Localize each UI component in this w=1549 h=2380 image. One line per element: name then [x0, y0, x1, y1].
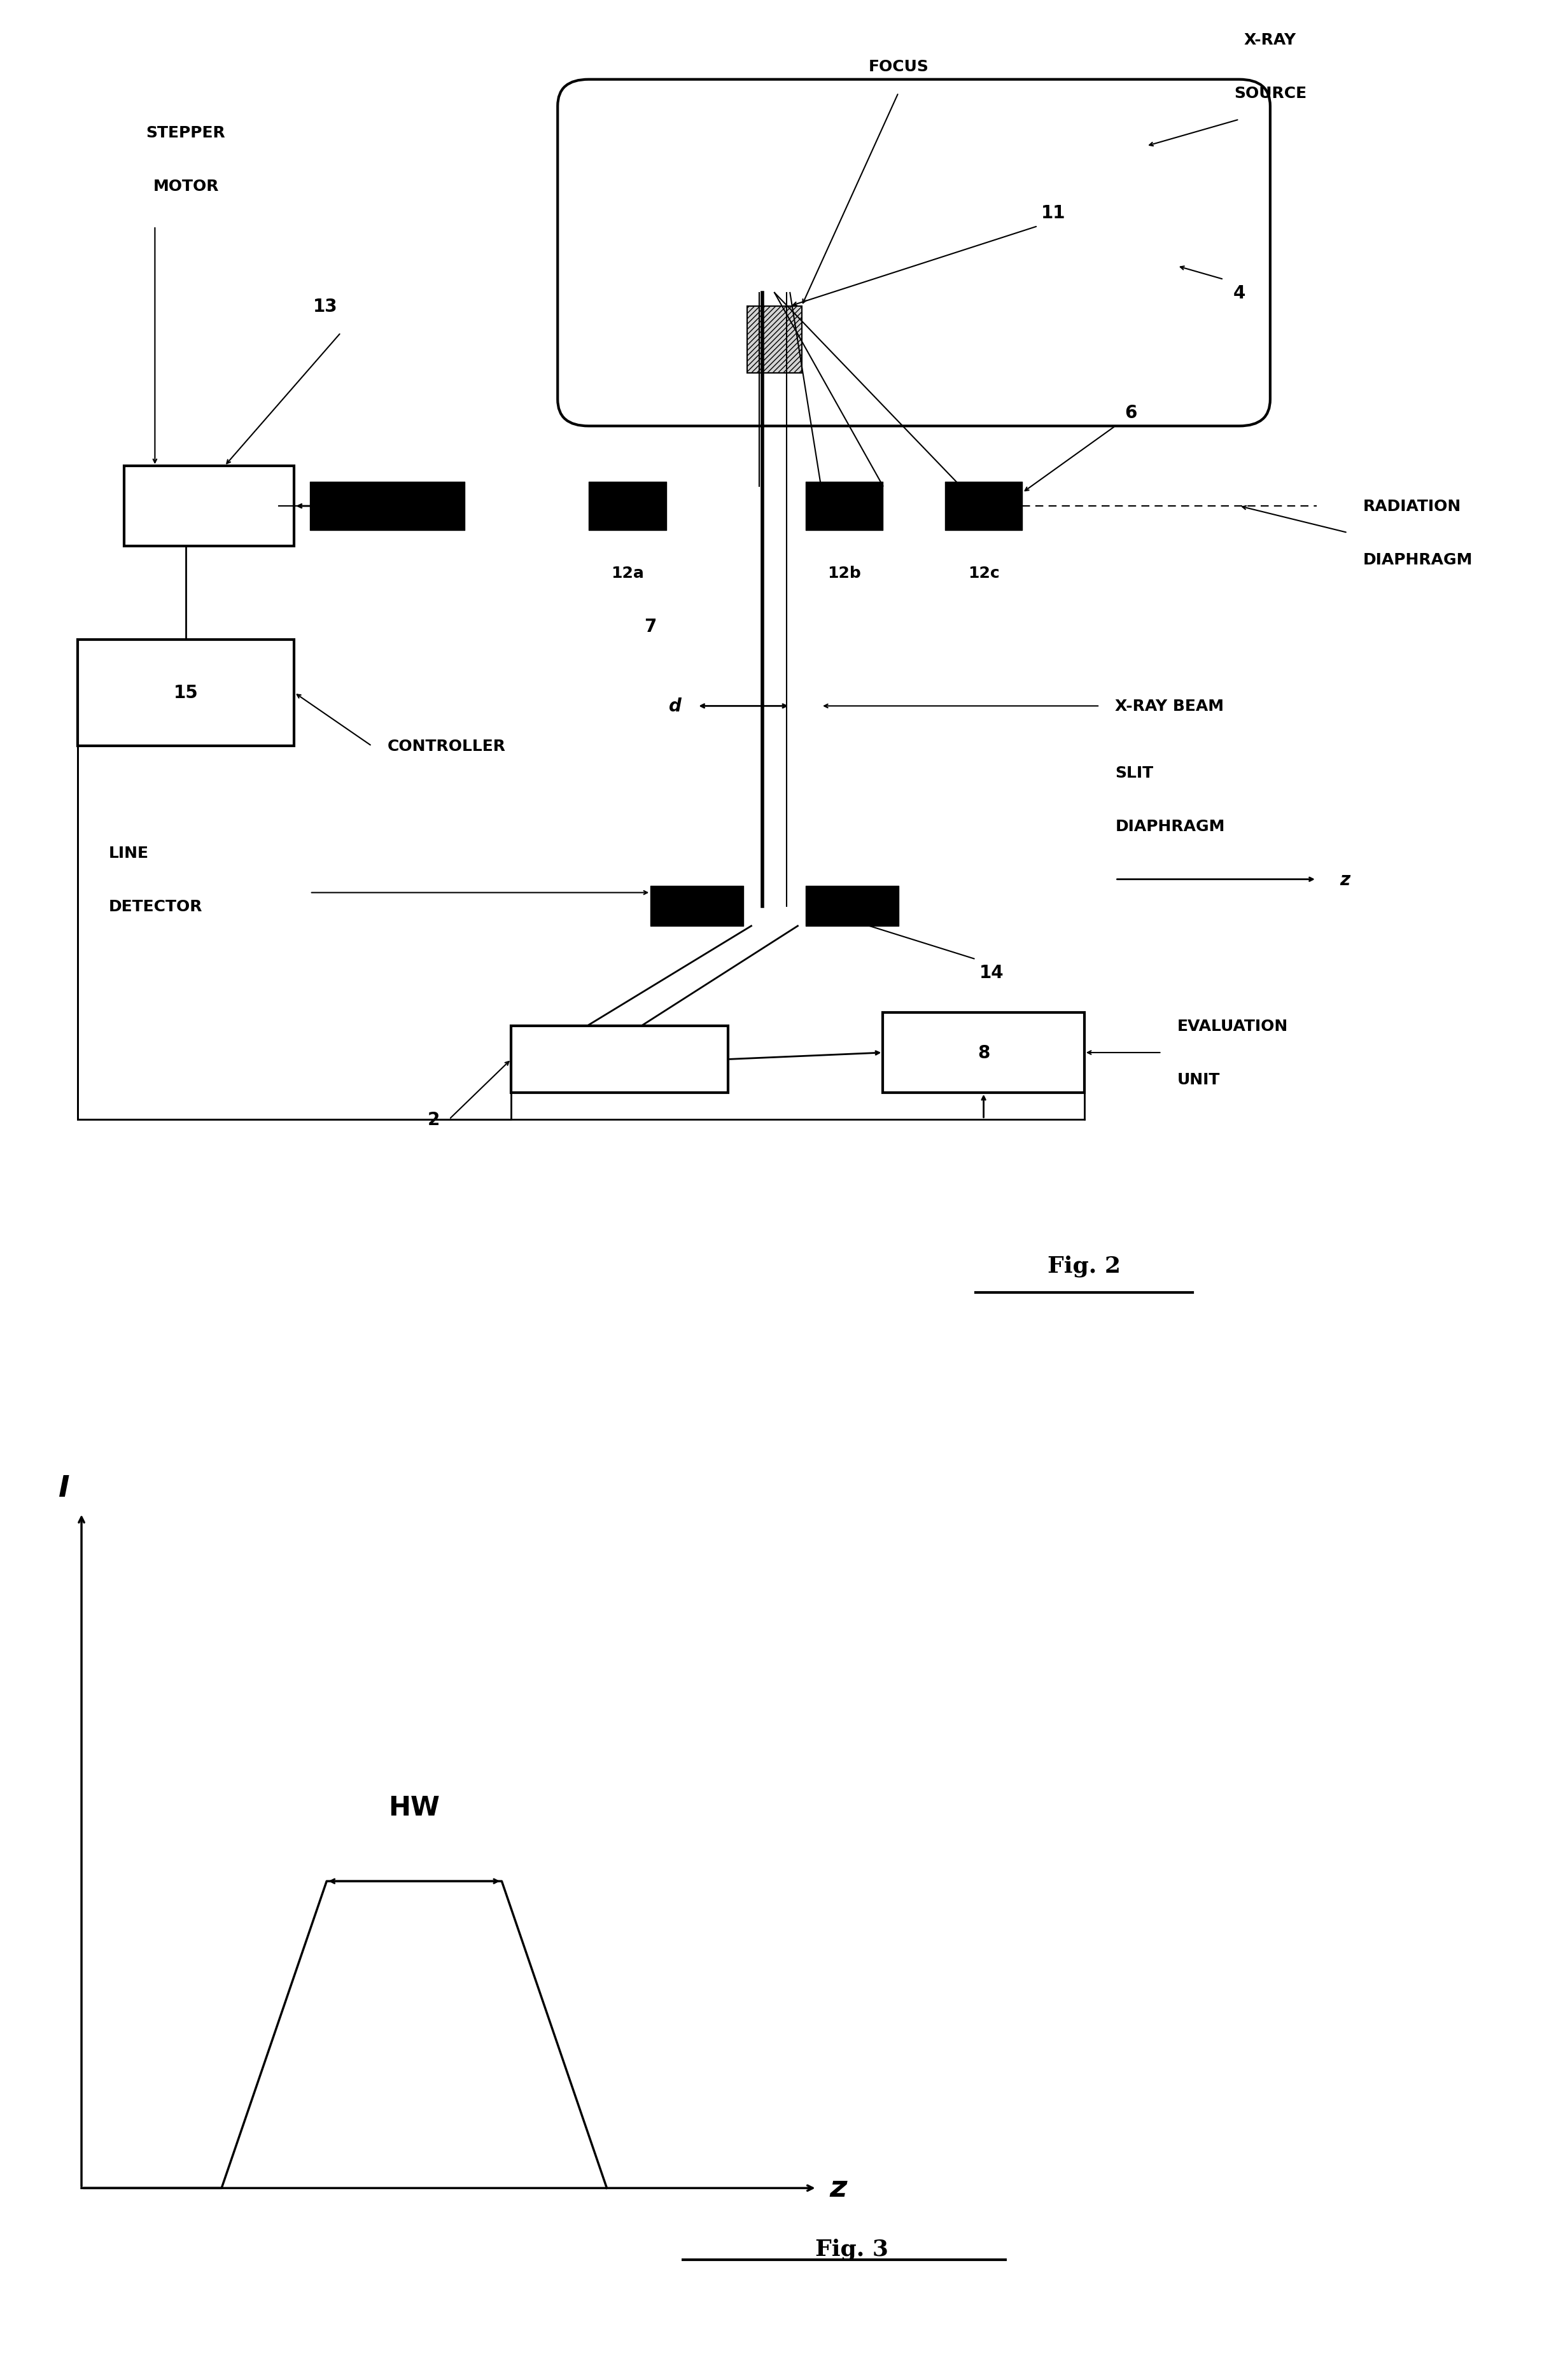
- Text: 6: 6: [1125, 405, 1137, 421]
- Text: MOTOR: MOTOR: [153, 178, 218, 195]
- Text: z: z: [1340, 871, 1351, 888]
- Text: 15: 15: [173, 683, 198, 702]
- Text: 8: 8: [977, 1045, 990, 1061]
- Text: DIAPHRAGM: DIAPHRAGM: [1115, 819, 1225, 833]
- Text: Fig. 2: Fig. 2: [1047, 1254, 1121, 1278]
- Text: 13: 13: [313, 298, 338, 317]
- Text: STEPPER: STEPPER: [146, 126, 226, 140]
- Text: d: d: [669, 697, 682, 716]
- Text: X-RAY BEAM: X-RAY BEAM: [1115, 700, 1224, 714]
- Bar: [883, 1014, 1084, 1092]
- Text: 14: 14: [979, 964, 1004, 983]
- Text: 7: 7: [644, 616, 657, 635]
- Bar: [77, 640, 294, 747]
- Text: CONTROLLER: CONTROLLER: [387, 738, 505, 754]
- Bar: [747, 307, 802, 374]
- Text: FOCUS: FOCUS: [869, 60, 928, 74]
- Text: 12b: 12b: [827, 566, 861, 581]
- Bar: [124, 466, 294, 547]
- Text: UNIT: UNIT: [1177, 1071, 1221, 1088]
- Text: X-RAY: X-RAY: [1244, 33, 1297, 48]
- Text: z: z: [829, 2173, 847, 2202]
- Text: 12c: 12c: [968, 566, 999, 581]
- Text: Fig. 3: Fig. 3: [815, 2237, 889, 2261]
- Text: LINE: LINE: [108, 845, 149, 862]
- Text: HW: HW: [389, 1795, 440, 1821]
- Text: DETECTOR: DETECTOR: [108, 900, 203, 914]
- Text: 4: 4: [1233, 283, 1245, 302]
- Text: 2: 2: [428, 1111, 440, 1128]
- Text: SLIT: SLIT: [1115, 766, 1154, 781]
- Text: I: I: [59, 1473, 70, 1502]
- FancyBboxPatch shape: [558, 81, 1270, 426]
- Text: SOURCE: SOURCE: [1235, 86, 1306, 100]
- Text: RADIATION: RADIATION: [1363, 500, 1461, 514]
- Text: 12a: 12a: [610, 566, 644, 581]
- Text: 11: 11: [1041, 205, 1066, 221]
- Text: DIAPHRAGM: DIAPHRAGM: [1363, 552, 1473, 566]
- Bar: [511, 1026, 728, 1092]
- Polygon shape: [82, 1880, 607, 2187]
- Text: EVALUATION: EVALUATION: [1177, 1019, 1289, 1033]
